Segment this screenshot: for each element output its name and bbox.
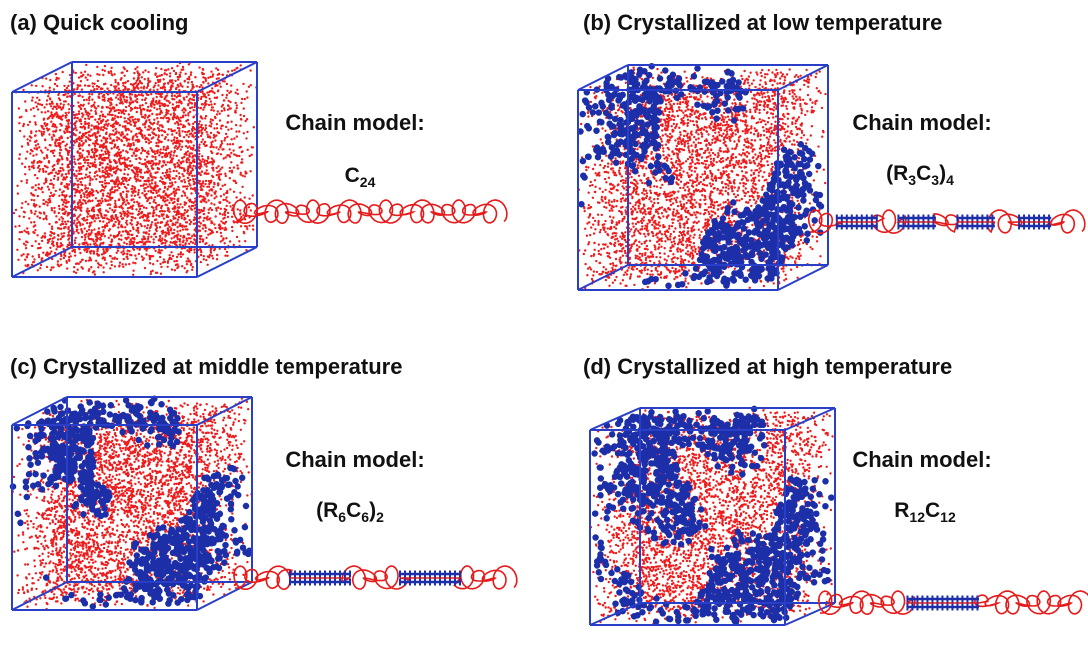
cube-edge [578,265,628,290]
chain-coil [234,566,517,589]
chain-label: Chain model: [285,110,424,135]
red-particles [14,62,256,274]
formula-subscript: 6 [338,509,346,525]
cube-edge [12,247,72,277]
chain-label: Chain model: [285,447,424,472]
formula: (R6C6)2 [316,499,384,525]
cube-edge [778,265,828,290]
formula-subscript: 4 [946,172,954,188]
chain-label: Chain model: [852,110,991,135]
formula: R12C12 [894,499,956,525]
formula-text: C [925,499,940,522]
formula-text: C [346,499,361,522]
formula-subscript: 24 [360,174,376,190]
formula: C24 [345,164,376,190]
formula-text: (R [316,499,338,522]
formula-text: ) [369,499,376,522]
formula-text: ) [939,162,946,185]
panel-title: (a) Quick cooling [10,10,188,35]
panel-title: (d) Crystallized at high temperature [583,354,952,379]
cube-edge [197,582,252,610]
cube-edge [12,582,67,610]
panel: (d) Crystallized at high temperature Chai… [583,354,1088,625]
panel: (b) Crystallized at low temperature Chain… [578,10,1085,290]
panel-title: (b) Crystallized at low temperature [583,10,942,35]
panel-title: (c) Crystallized at middle temperature [10,354,402,379]
formula-subscript: 3 [931,172,939,188]
formula-subscript: 2 [376,509,384,525]
formula: (R3C3)4 [886,162,954,188]
chain-coil [234,200,507,223]
formula-text: R [894,499,909,522]
cube-edge [12,62,72,92]
formula-subscript: 12 [909,509,925,525]
formula-text: C [345,164,360,187]
chain-coil [809,210,1085,233]
panel: (a) Quick cooling Chain model: C24 [10,10,507,277]
chain-label: Chain model: [852,447,991,472]
formula-subscript: 6 [361,509,369,525]
formula-subscript: 12 [940,509,956,525]
formula-subscript: 3 [908,172,916,188]
formula-text: (R [886,162,908,185]
figure: (a) Quick coolingChain model:C24(b) Crys… [0,0,1088,656]
chain-coil [819,591,1088,614]
formula-text: C [916,162,931,185]
panel: (c) Crystallized at middle temperature Ch… [10,354,517,610]
